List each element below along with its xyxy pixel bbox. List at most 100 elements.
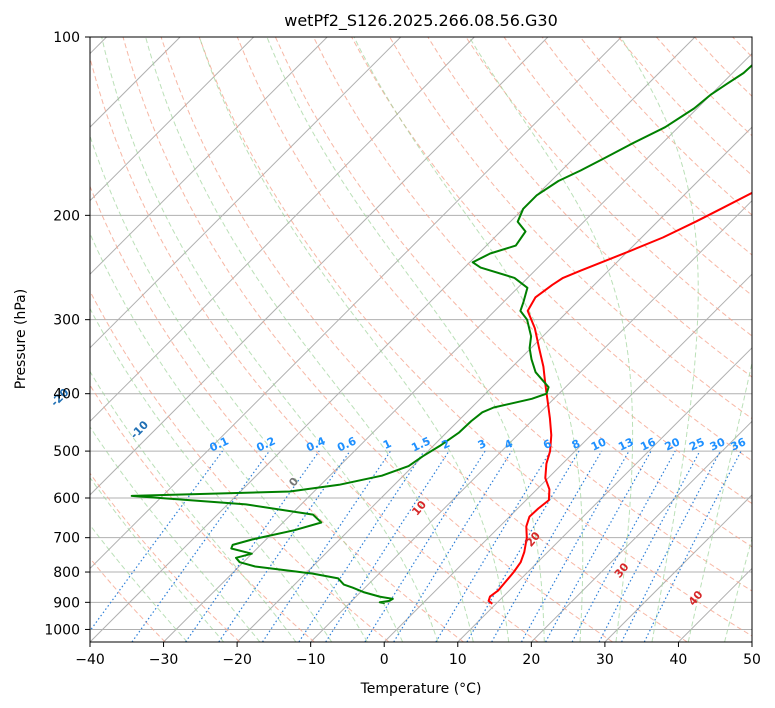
dry-adiabat	[732, 37, 752, 58]
isotherm-line	[751, 641, 752, 642]
isotherm-line	[90, 37, 696, 642]
y-tick-label: 600	[53, 491, 80, 507]
isotherm-line	[90, 37, 328, 275]
mixing-ratio-line	[90, 450, 223, 632]
x-tick-label: 0	[380, 652, 389, 668]
y-tick-label: 100	[53, 30, 80, 46]
dry-adiabat	[656, 37, 752, 137]
mixing-ratio-line	[364, 450, 486, 642]
x-axis-label: Temperature (°C)	[360, 681, 482, 697]
mixing-ratio-line	[131, 450, 270, 642]
mixing-ratio-label: 6	[541, 437, 554, 452]
dry-adiabat	[274, 37, 752, 548]
plot-frame	[89, 36, 753, 643]
isotherm-line	[383, 273, 752, 642]
mixing-ratio-label: 10	[589, 435, 609, 453]
dry-adiabat-label: -10	[128, 418, 151, 441]
dry-adiabat	[198, 37, 752, 637]
dry-adiabat	[90, 472, 241, 642]
mixing-ratio-label: 30	[708, 435, 728, 453]
dry-adiabat	[90, 55, 539, 642]
dry-adiabat	[351, 37, 752, 462]
isotherm-line	[163, 52, 752, 642]
moist-adiabat	[90, 426, 261, 642]
moist-adiabat-label: 40	[686, 588, 706, 608]
x-tick-label: −40	[75, 652, 105, 668]
mixing-ratio-line	[545, 450, 652, 642]
dry-adiabat	[771, 37, 775, 642]
moist-adiabat-label: 30	[612, 560, 632, 580]
x-tick-label: −10	[296, 652, 326, 668]
y-tick-label: 900	[53, 595, 80, 611]
mixing-ratio-line	[393, 450, 513, 642]
dry-adiabat	[90, 557, 166, 642]
y-tick-label: 1000	[44, 622, 80, 638]
moist-adiabat-label: 10	[409, 498, 429, 518]
y-tick-label: 800	[53, 565, 80, 581]
moist-adiabat	[101, 37, 439, 642]
moist-adiabat	[724, 536, 752, 642]
y-tick-label: 700	[53, 531, 80, 547]
y-tick-label: 200	[53, 208, 80, 224]
dry-adiabat	[236, 37, 752, 592]
moist-adiabat	[90, 307, 333, 642]
mixing-ratio-label: 25	[687, 435, 706, 453]
isotherm-line	[678, 567, 752, 642]
moist-adiabat	[620, 37, 699, 642]
dry-adiabat	[313, 37, 752, 505]
profile-lines	[130, 63, 752, 605]
x-tick-label: −20	[222, 652, 252, 668]
y-tick-label: 300	[53, 313, 80, 329]
mixing-ratio-label: 16	[638, 435, 658, 453]
moist-adiabat	[90, 232, 368, 642]
line-labels: 0.10.20.40.611.52346810131620253036-100-…	[0, 358, 748, 608]
mixing-ratio-line	[325, 450, 450, 642]
moist-adiabat	[266, 37, 545, 642]
isotherm-line	[604, 494, 752, 642]
mixing-ratio-line	[621, 450, 721, 642]
x-tick-label: 50	[743, 652, 761, 668]
isotherm-line	[457, 347, 752, 642]
mixing-ratio-label: 8	[570, 437, 582, 452]
moist-adiabat	[90, 476, 224, 642]
isotherm-line	[90, 37, 475, 423]
x-tick-label: 20	[522, 652, 540, 668]
axes: −40 −30 −20 −10 0 10 20 30 40 50 100 200 300 400 500 60…	[44, 30, 761, 668]
isotherm-line	[90, 37, 255, 202]
isotherm-line	[90, 37, 622, 570]
mixing-ratio-line	[185, 450, 320, 642]
temperature-line	[487, 191, 752, 605]
x-tick-label: 40	[670, 652, 688, 668]
dewpoint-line	[130, 63, 752, 605]
chart-title: wetPf2_S126.2025.266.08.56.G30	[284, 11, 558, 31]
dry-adiabat	[122, 37, 613, 642]
mixing-ratio-line	[261, 450, 391, 642]
moist-adiabat	[90, 134, 404, 642]
y-tick-label: 500	[53, 444, 80, 460]
x-tick-label: 10	[449, 652, 467, 668]
dry-adiabat	[389, 37, 752, 420]
moist-adiabat	[145, 37, 474, 642]
mixing-ratio-label: 20	[663, 435, 683, 453]
dry-adiabat	[427, 37, 752, 378]
isotherm-line	[90, 37, 549, 496]
dry-adiabat	[541, 37, 752, 256]
x-tick-label: −30	[149, 652, 179, 668]
dry-adiabat	[160, 37, 688, 642]
isotherm-line	[236, 126, 752, 642]
dry-adiabat	[694, 37, 752, 97]
y-axis-label: Pressure (hPa)	[13, 289, 29, 389]
mixing-ratio-line	[520, 450, 630, 642]
dry-adiabat	[503, 37, 752, 296]
mixing-ratio-label: 1	[381, 437, 393, 452]
x-tick-label: 30	[596, 652, 614, 668]
isotherm-line	[310, 199, 752, 642]
moist-adiabat	[353, 37, 584, 642]
isotherm-line	[90, 37, 402, 349]
moist-adiabat	[468, 37, 634, 642]
dry-adiabat	[90, 290, 390, 642]
dry-adiabat	[465, 37, 752, 337]
y-tick-label: 400	[53, 387, 80, 403]
background-lines	[90, 37, 775, 642]
